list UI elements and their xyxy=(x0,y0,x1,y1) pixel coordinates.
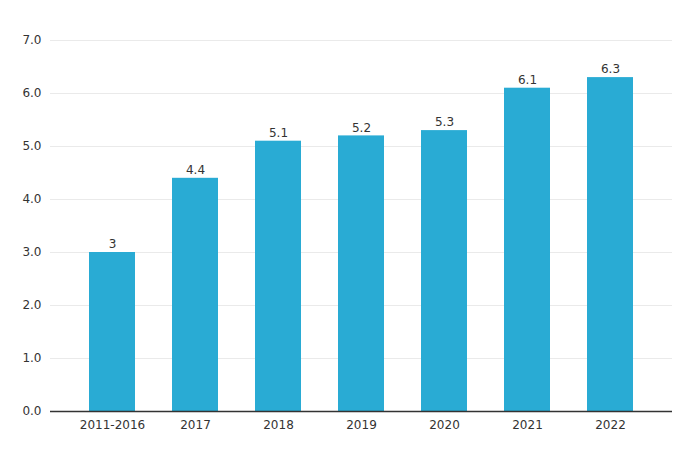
svg-text:5.3: 5.3 xyxy=(435,115,454,129)
svg-text:7.0: 7.0 xyxy=(22,33,41,47)
svg-text:2021: 2021 xyxy=(512,418,543,432)
svg-text:2.0: 2.0 xyxy=(22,298,41,312)
svg-text:2018: 2018 xyxy=(263,418,294,432)
svg-text:6.1: 6.1 xyxy=(518,73,537,87)
svg-text:5.1: 5.1 xyxy=(269,126,288,140)
svg-text:2011-2016: 2011-2016 xyxy=(80,418,145,432)
svg-text:5.2: 5.2 xyxy=(352,121,371,135)
svg-text:0.0: 0.0 xyxy=(22,404,41,418)
svg-text:6.0: 6.0 xyxy=(22,86,41,100)
svg-text:3.0: 3.0 xyxy=(22,245,41,259)
svg-text:3: 3 xyxy=(109,237,117,251)
svg-text:5.0: 5.0 xyxy=(22,139,41,153)
svg-text:2017: 2017 xyxy=(180,418,211,432)
svg-text:1.0: 1.0 xyxy=(22,351,41,365)
svg-text:6.3: 6.3 xyxy=(601,62,620,76)
svg-text:2022: 2022 xyxy=(595,418,626,432)
svg-text:4.0: 4.0 xyxy=(22,192,41,206)
svg-text:2020: 2020 xyxy=(429,418,460,432)
svg-text:2019: 2019 xyxy=(346,418,377,432)
svg-text:4.4: 4.4 xyxy=(186,163,205,177)
